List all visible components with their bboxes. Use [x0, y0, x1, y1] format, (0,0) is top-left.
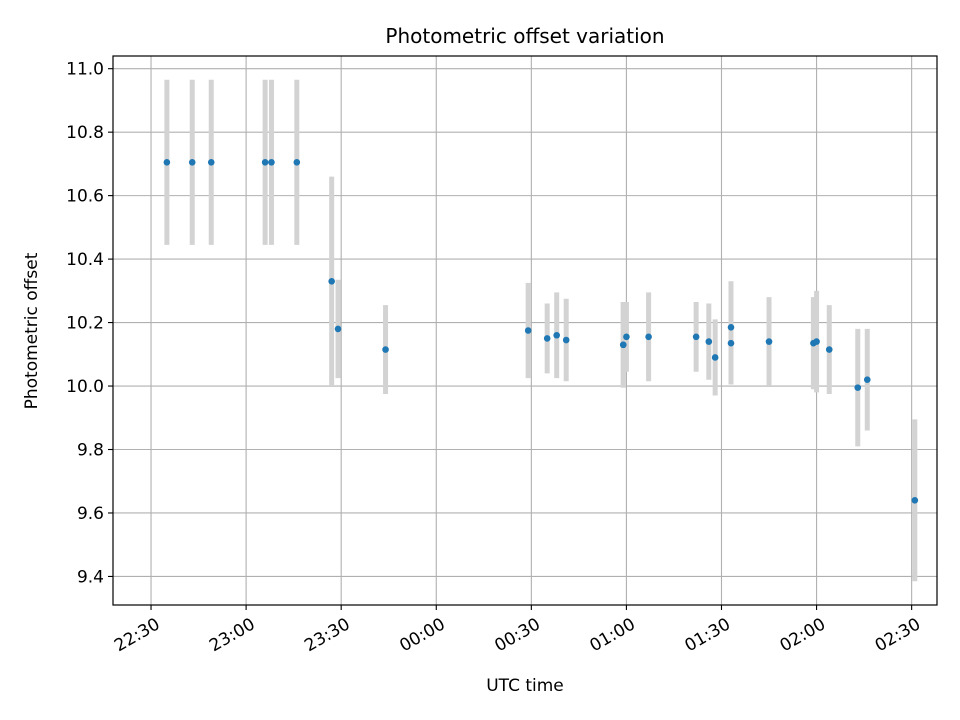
data-point [619, 341, 627, 349]
data-point [543, 335, 551, 342]
data-point [562, 336, 570, 344]
data-point [813, 338, 820, 345]
y-tick-label: 10.6 [66, 187, 104, 207]
x-axis-ticks: 22:30 23:00 23:30 00:00 00:30 01:00 01:30 02:00… [111, 605, 924, 656]
plot-frame [112, 55, 938, 606]
data-point [163, 159, 171, 166]
y-tick-label: 9.6 [77, 504, 104, 524]
chart-title: Photometric offset variation [385, 24, 664, 48]
grid-lines [113, 56, 937, 605]
data-point [524, 327, 532, 334]
data-point [705, 338, 713, 345]
x-tick-label: 00:00 [396, 614, 448, 656]
x-tick-label: 23:00 [206, 614, 258, 656]
data-points [163, 159, 919, 504]
x-tick-label: 02:00 [777, 614, 829, 656]
y-tick-label: 9.4 [77, 567, 104, 587]
x-tick-label: 23:30 [301, 614, 353, 656]
data-point [553, 331, 560, 339]
data-point [692, 333, 700, 341]
y-axis-ticks: 9.4 9.6 9.8 10.0 10.2 10.4 10.6 10.8 11.0 [66, 60, 113, 587]
y-tick-label: 10.4 [66, 250, 104, 270]
y-tick-label: 9.8 [77, 441, 104, 461]
y-tick-label: 11.0 [66, 60, 104, 80]
data-point [623, 333, 630, 341]
x-tick-label: 02:30 [872, 614, 924, 656]
error-bars [164, 79, 918, 582]
x-tick-label: 01:30 [682, 614, 734, 656]
data-point [328, 278, 335, 285]
x-tick-label: 00:30 [491, 614, 543, 656]
y-tick-label: 10.0 [66, 377, 104, 397]
data-point [765, 338, 773, 345]
x-tick-label: 22:30 [111, 614, 163, 656]
data-point [645, 333, 652, 341]
data-point [727, 339, 735, 347]
data-point [334, 325, 342, 333]
data-point [207, 159, 215, 166]
data-point [825, 346, 833, 353]
y-axis-label: Photometric offset [22, 252, 42, 409]
data-point [188, 159, 196, 166]
x-axis-label: UTC time [486, 676, 564, 696]
data-point [854, 384, 862, 391]
data-point [268, 159, 275, 166]
data-point [863, 376, 871, 383]
data-point [293, 159, 301, 166]
data-point [711, 354, 719, 361]
data-point [261, 159, 269, 166]
data-point [911, 496, 919, 504]
data-point [382, 346, 389, 353]
x-tick-label: 01:00 [586, 614, 638, 656]
y-tick-label: 10.2 [66, 314, 104, 334]
data-point [727, 324, 735, 331]
y-tick-label: 10.8 [66, 123, 104, 143]
